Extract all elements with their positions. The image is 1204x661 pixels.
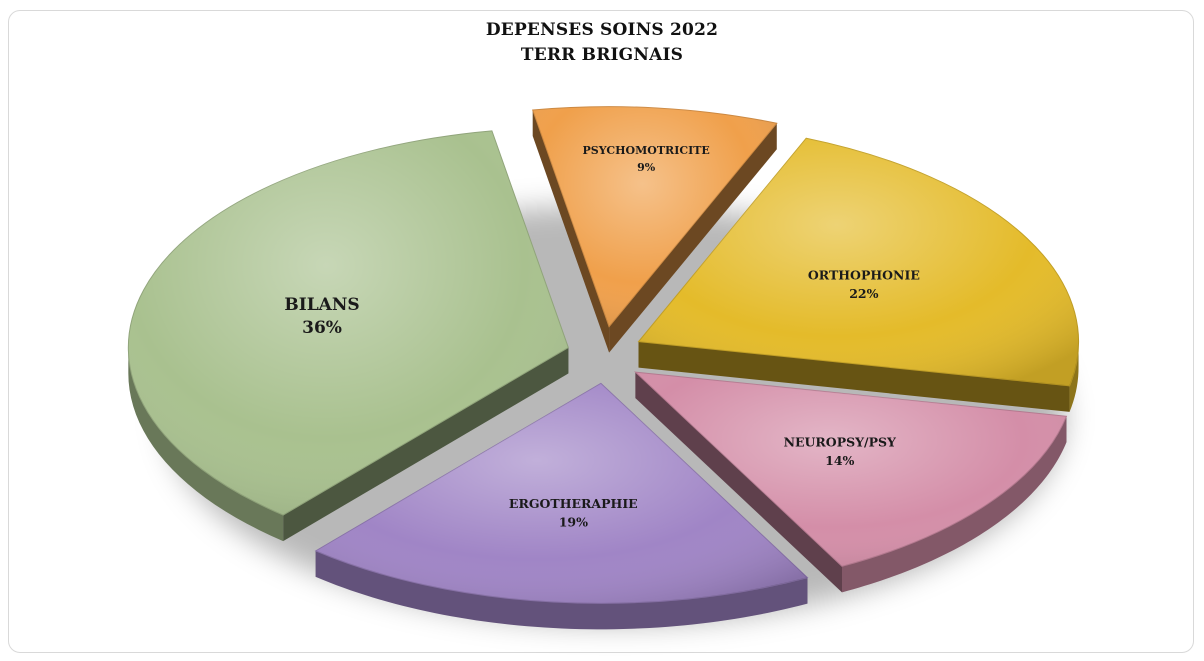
slice-label-bilans: BILANS — [284, 295, 359, 315]
slice-label-psychomotricite: PSYCHOMOTRICITE — [583, 144, 710, 157]
slice-rim-neuropsy-psy-0 — [841, 416, 1067, 593]
slice-label-neuropsy-psy: NEUROPSY/PSY — [784, 435, 897, 450]
slice-value-psychomotricite: 9% — [637, 161, 656, 174]
slice-side-bilans-0 — [283, 347, 569, 542]
slice-side-psychomotricite-1 — [609, 123, 777, 353]
slice-value-neuropsy-psy: 14% — [825, 453, 854, 468]
slice-rim-bilans-0 — [128, 347, 284, 542]
chart-title-line-1: DEPENSES SOINS 2022 — [485, 20, 719, 40]
slice-shine-neuropsy-psy — [635, 372, 1067, 567]
slice-shine-orthophonie — [638, 138, 1079, 386]
slice-shine-psychomotricite — [532, 106, 777, 327]
slice-value-bilans: 36% — [302, 318, 342, 338]
slice-side-neuropsy-psy-1 — [635, 372, 842, 593]
slice-shine-ergotheraphie — [315, 383, 808, 604]
slice-label-ergotheraphie: ERGOTHERAPHIE — [509, 496, 638, 511]
slice-value-orthophonie: 22% — [849, 286, 878, 301]
slice-shine-bilans — [128, 130, 569, 516]
chart-title-line-2: TERR BRIGNAIS — [520, 45, 684, 65]
slice-value-ergotheraphie: 19% — [559, 515, 588, 530]
slice-label-orthophonie: ORTHOPHONIE — [808, 268, 920, 283]
slice-rim-orthophonie-0 — [1069, 340, 1079, 412]
slice-side-psychomotricite-0 — [532, 110, 610, 353]
chart-title: DEPENSES SOINS 2022 TERR BRIGNAIS — [0, 18, 1204, 68]
slice-rim-ergotheraphie-0 — [315, 550, 808, 630]
slice-side-orthophonie-1 — [638, 341, 1070, 412]
